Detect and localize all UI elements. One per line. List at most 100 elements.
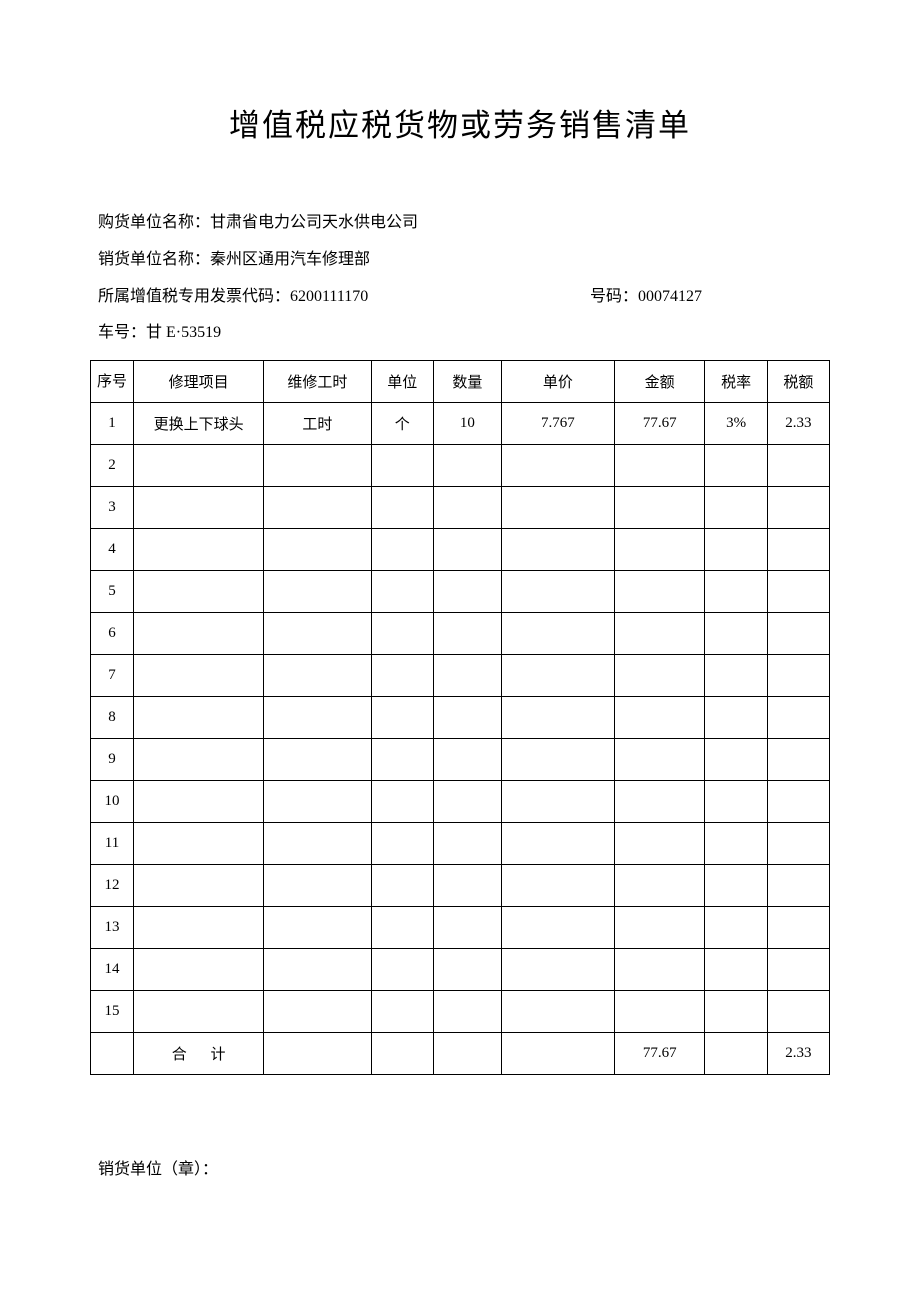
- cell-rate: [705, 949, 767, 991]
- document-title: 增值税应税货物或劳务销售清单: [90, 100, 830, 145]
- cell-seq: 3: [91, 487, 134, 529]
- cell-tax: 2.33: [767, 403, 829, 445]
- cell-hours: 工时: [264, 403, 372, 445]
- cell-item: [134, 529, 264, 571]
- cell-amount: [614, 697, 705, 739]
- cell-amount: [614, 571, 705, 613]
- invoice-num-value: 00074127: [638, 288, 702, 305]
- cell-price: [501, 529, 614, 571]
- cell-tax: [767, 781, 829, 823]
- cell-seq: 7: [91, 655, 134, 697]
- cell-unit: [371, 907, 433, 949]
- cell-unit: [371, 487, 433, 529]
- cell-unit: [371, 571, 433, 613]
- cell-unit: 个: [371, 403, 433, 445]
- cell-price: [501, 823, 614, 865]
- cell-tax: [767, 613, 829, 655]
- cell-seq: 5: [91, 571, 134, 613]
- cell-tax: [767, 865, 829, 907]
- invoice-num-label: 号码：: [590, 288, 638, 305]
- vehicle-value: 甘 E·53519: [146, 315, 221, 352]
- seller-label: 销货单位名称：: [98, 242, 210, 279]
- cell-qty: [433, 487, 501, 529]
- cell-hours: [264, 865, 372, 907]
- cell-amount: [614, 445, 705, 487]
- vehicle-line: 车号：甘 E·53519: [98, 315, 830, 352]
- cell-qty: [433, 865, 501, 907]
- cell-seq: 9: [91, 739, 134, 781]
- cell-hours: [264, 739, 372, 781]
- cell-price: [501, 739, 614, 781]
- cell-rate: [705, 445, 767, 487]
- stamp-label: 销货单位（章）：: [98, 1161, 218, 1178]
- cell-amount: [614, 991, 705, 1033]
- total-unit-cell: [371, 1033, 433, 1075]
- total-row: 合 计 77.67 2.33: [91, 1033, 830, 1075]
- seller-value: 秦州区通用汽车修理部: [210, 242, 370, 279]
- cell-rate: [705, 781, 767, 823]
- cell-rate: [705, 613, 767, 655]
- cell-item: [134, 697, 264, 739]
- table-body: 1更换上下球头工时个107.76777.673%2.33234567891011…: [91, 403, 830, 1033]
- cell-amount: [614, 823, 705, 865]
- cell-item: [134, 487, 264, 529]
- cell-tax: [767, 487, 829, 529]
- cell-amount: [614, 655, 705, 697]
- col-hours-header: 维修工时: [264, 361, 372, 403]
- cell-unit: [371, 445, 433, 487]
- cell-hours: [264, 445, 372, 487]
- cell-price: [501, 865, 614, 907]
- header-info-block: 购货单位名称：甘肃省电力公司天水供电公司 销货单位名称：秦州区通用汽车修理部 所…: [98, 205, 830, 352]
- cell-rate: [705, 529, 767, 571]
- table-row: 6: [91, 613, 830, 655]
- cell-tax: [767, 697, 829, 739]
- cell-tax: [767, 949, 829, 991]
- cell-amount: [614, 907, 705, 949]
- cell-rate: 3%: [705, 403, 767, 445]
- cell-seq: 8: [91, 697, 134, 739]
- cell-qty: [433, 949, 501, 991]
- cell-price: [501, 991, 614, 1033]
- cell-qty: [433, 697, 501, 739]
- cell-tax: [767, 529, 829, 571]
- buyer-value: 甘肃省电力公司天水供电公司: [210, 205, 418, 242]
- cell-amount: [614, 865, 705, 907]
- cell-seq: 4: [91, 529, 134, 571]
- table-row: 11: [91, 823, 830, 865]
- cell-unit: [371, 991, 433, 1033]
- cell-rate: [705, 991, 767, 1033]
- cell-unit: [371, 949, 433, 991]
- cell-qty: [433, 991, 501, 1033]
- col-rate-header: 税率: [705, 361, 767, 403]
- table-row: 15: [91, 991, 830, 1033]
- cell-item: [134, 865, 264, 907]
- cell-item: [134, 613, 264, 655]
- cell-hours: [264, 823, 372, 865]
- cell-price: [501, 445, 614, 487]
- cell-qty: [433, 613, 501, 655]
- total-amount-cell: 77.67: [614, 1033, 705, 1075]
- cell-qty: [433, 739, 501, 781]
- cell-item: [134, 781, 264, 823]
- cell-qty: [433, 445, 501, 487]
- vehicle-label: 车号：: [98, 315, 146, 352]
- cell-amount: [614, 949, 705, 991]
- cell-item: [134, 823, 264, 865]
- table-row: 9: [91, 739, 830, 781]
- cell-rate: [705, 487, 767, 529]
- cell-tax: [767, 907, 829, 949]
- cell-seq: 10: [91, 781, 134, 823]
- footer-block: 销货单位（章）：: [98, 1155, 830, 1179]
- cell-tax: [767, 823, 829, 865]
- col-tax-header: 税额: [767, 361, 829, 403]
- table-row: 4: [91, 529, 830, 571]
- table-row: 13: [91, 907, 830, 949]
- cell-qty: [433, 529, 501, 571]
- buyer-label: 购货单位名称：: [98, 205, 210, 242]
- cell-tax: [767, 655, 829, 697]
- seller-line: 销货单位名称：秦州区通用汽车修理部: [98, 242, 830, 279]
- invoice-line: 所属增值税专用发票代码：6200111170 号码：00074127: [98, 279, 830, 316]
- total-hours-cell: [264, 1033, 372, 1075]
- table-row: 3: [91, 487, 830, 529]
- cell-hours: [264, 655, 372, 697]
